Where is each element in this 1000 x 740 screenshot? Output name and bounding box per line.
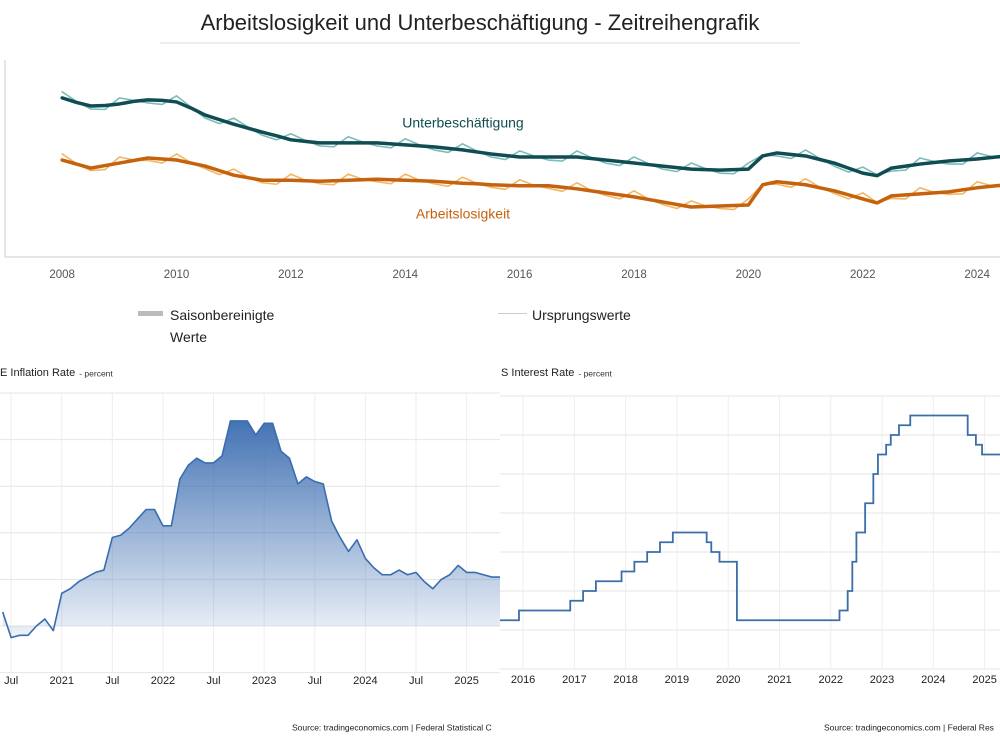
plot-area [60,91,1000,211]
chart-title: E Inflation Rate [0,367,75,379]
x-tick-label: 2020 [736,269,762,281]
original-line [61,91,1000,176]
chart-subtitle: - percent [79,368,113,378]
x-tick-label: 2022 [151,675,175,687]
plot-area [0,392,500,674]
legend-entry: Saisonbereinigte Werte [170,307,275,345]
x-tick-label: 2022 [819,674,843,686]
x-tick-label: Jul [4,675,18,687]
source-note: Source: tradingeconomics.com | Federal R… [824,722,994,732]
chart-title: Arbeitslosigkeit und Unterbeschäftigung … [201,10,761,35]
legend-label: Ursprungswerte [532,307,631,323]
legend-swatch-thick [138,311,163,316]
x-tick-label: 2016 [507,269,533,281]
x-tick-label: 2008 [49,269,75,281]
x-tick-label: 2021 [767,674,791,686]
legend-entry: Ursprungswerte [532,307,631,323]
x-tick-label: Jul [409,675,423,687]
original-line [61,153,1000,211]
x-tick-label: 2023 [870,674,894,686]
series-line [1,420,500,639]
series-line [60,156,1000,209]
plot-area [500,395,1000,670]
area-fill [2,420,500,638]
x-tick-label: 2021 [49,675,73,687]
x-tick-label: 2012 [278,269,304,281]
series-line [500,414,1000,622]
x-tick-label: 2024 [353,675,377,687]
x-tick-label: 2018 [621,269,647,281]
legend-label: Saisonbereinigte Werte [170,307,275,345]
x-tick-label: 2025 [972,674,996,686]
x-tick-label: Jul [207,675,221,687]
x-tick-label: 2025 [454,675,478,687]
chart-subtitle: - percent [578,368,612,378]
x-tick-label: 2018 [613,674,637,686]
chart-title: S Interest Rate [501,367,574,379]
x-tick-label: Jul [308,675,322,687]
x-tick-label: 2020 [716,674,740,686]
x-tick-label: 2017 [562,674,586,686]
x-tick-label: 2022 [850,269,876,281]
x-tick-label: 2016 [511,674,535,686]
x-tick-label: 2024 [921,674,945,686]
series-label: Unterbeschäftigung [402,115,523,131]
x-tick-label: 2019 [665,674,689,686]
x-tick-label: 2014 [392,269,418,281]
x-tick-label: 2010 [164,269,190,281]
x-tick-label: Jul [105,675,119,687]
x-tick-label: 2023 [252,675,276,687]
series-line [60,96,1000,178]
x-tick-label: 2024 [964,269,990,281]
labels: 2008 2010 2012 2014 2016 2018 2020 2022 2024 Unte… [0,115,997,733]
source-note: Source: tradingeconomics.com | Federal S… [292,722,492,732]
series-label: Arbeitslosigkeit [416,206,510,222]
